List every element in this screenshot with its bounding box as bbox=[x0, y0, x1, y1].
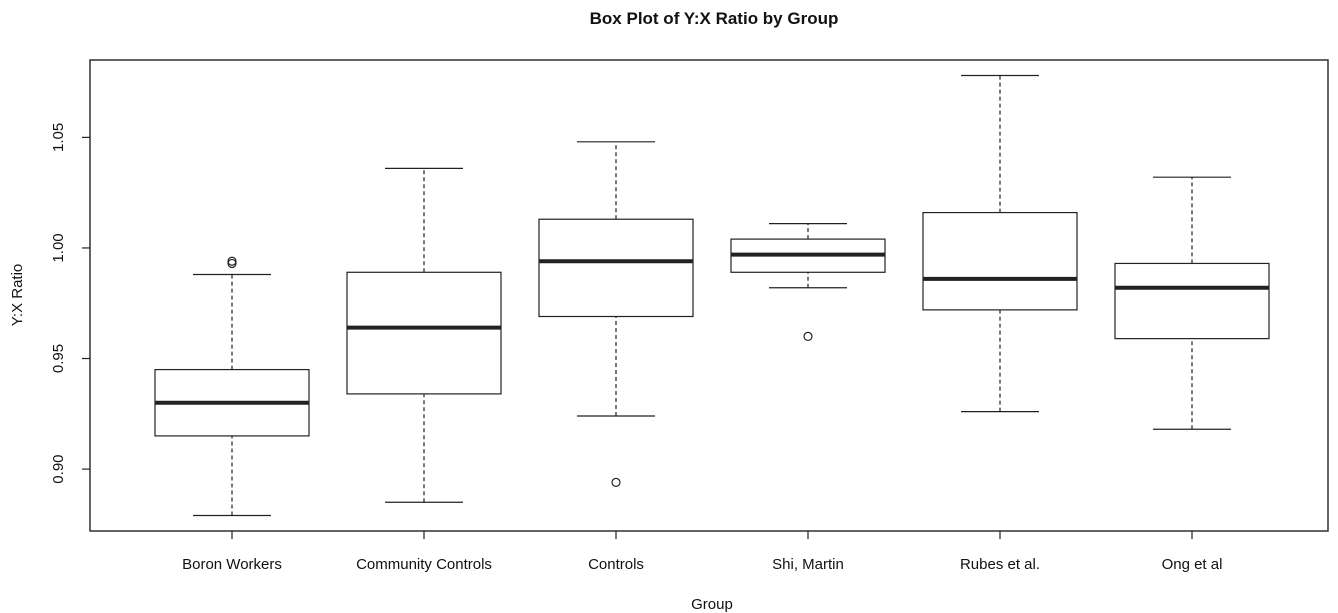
x-axis-label: Group bbox=[691, 596, 733, 613]
box-group-5 bbox=[922, 74, 1078, 413]
box-group-1 bbox=[154, 256, 310, 517]
box-group-3 bbox=[538, 141, 694, 487]
x-tick-label: Controls bbox=[588, 556, 644, 573]
outlier-point-1 bbox=[803, 331, 813, 342]
x-tick-label: Boron Workers bbox=[182, 556, 282, 573]
x-tick-label: Rubes et al. bbox=[960, 556, 1040, 573]
x-tick-label: Ong et al bbox=[1162, 556, 1223, 573]
boxes-layer bbox=[154, 74, 1270, 517]
box-group-6 bbox=[1114, 176, 1270, 430]
plot-area-frame bbox=[89, 59, 1329, 532]
y-axis-label: Y:X Ratio bbox=[9, 264, 26, 327]
box-group-2 bbox=[346, 167, 502, 503]
x-tick-label: Shi, Martin bbox=[772, 556, 844, 573]
y-tick-label: 0.95 bbox=[50, 344, 67, 373]
interquartile-box bbox=[346, 271, 502, 395]
outlier-point-1 bbox=[611, 477, 621, 487]
y-tick-label: 1.00 bbox=[50, 233, 67, 262]
interquartile-box bbox=[538, 218, 694, 318]
box-group-4 bbox=[730, 223, 886, 342]
y-axis: 0.90 0.95 1.00 1.05 bbox=[50, 123, 90, 484]
interquartile-box bbox=[922, 211, 1078, 311]
x-axis: Boron Workers Community Controls Controls S… bbox=[182, 531, 1222, 573]
x-tick-label: Community Controls bbox=[356, 556, 492, 573]
outlier-point-2 bbox=[227, 256, 237, 266]
y-tick-label: 0.90 bbox=[50, 454, 67, 483]
y-tick-label: 1.05 bbox=[50, 123, 67, 152]
interquartile-box bbox=[1114, 262, 1270, 340]
chart-title: Box Plot of Y:X Ratio by Group bbox=[590, 9, 839, 28]
